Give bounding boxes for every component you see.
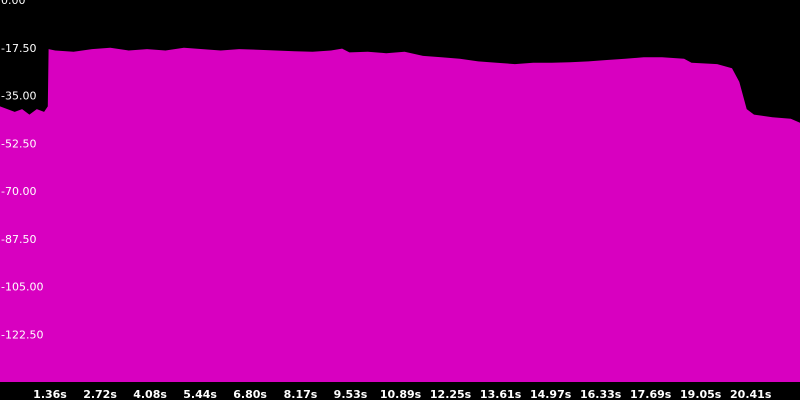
x-tick-label: 2.72s (83, 388, 117, 400)
y-tick-label: -52.50 (1, 137, 36, 150)
x-tick-label: 8.17s (284, 388, 318, 400)
x-tick-label: 10.89s (380, 388, 422, 400)
y-tick-label: 0.00 (1, 0, 26, 7)
x-tick-label: 17.69s (630, 388, 672, 400)
amplitude-area (0, 47, 800, 383)
x-tick-label: 20.41s (730, 388, 772, 400)
x-tick-label: 4.08s (133, 388, 167, 400)
x-tick-label: 6.80s (233, 388, 267, 400)
x-tick-label: 14.97s (530, 388, 572, 400)
x-axis-ticks: 1.36s 2.72s 4.08s 5.44s 6.80s 8.17s 9.53s 10.89… (33, 388, 772, 400)
y-tick-label: -70.00 (1, 185, 36, 198)
y-tick-label: -87.50 (1, 233, 36, 246)
x-tick-label: 1.36s (33, 388, 67, 400)
y-tick-label: -17.50 (1, 42, 36, 55)
y-tick-label: -122.50 (1, 328, 43, 341)
x-tick-label: 5.44s (183, 388, 217, 400)
x-tick-label: 12.25s (430, 388, 472, 400)
y-tick-label: -105.00 (1, 281, 43, 294)
x-tick-label: 13.61s (480, 388, 522, 400)
x-tick-label: 9.53s (334, 388, 368, 400)
y-tick-label: -35.00 (1, 90, 36, 103)
y-axis-ticks: 0.00 -17.50 -35.00 -52.50 -70.00 -87.50 -105.0… (1, 0, 43, 341)
x-tick-label: 16.33s (580, 388, 622, 400)
x-tick-label: 19.05s (680, 388, 722, 400)
